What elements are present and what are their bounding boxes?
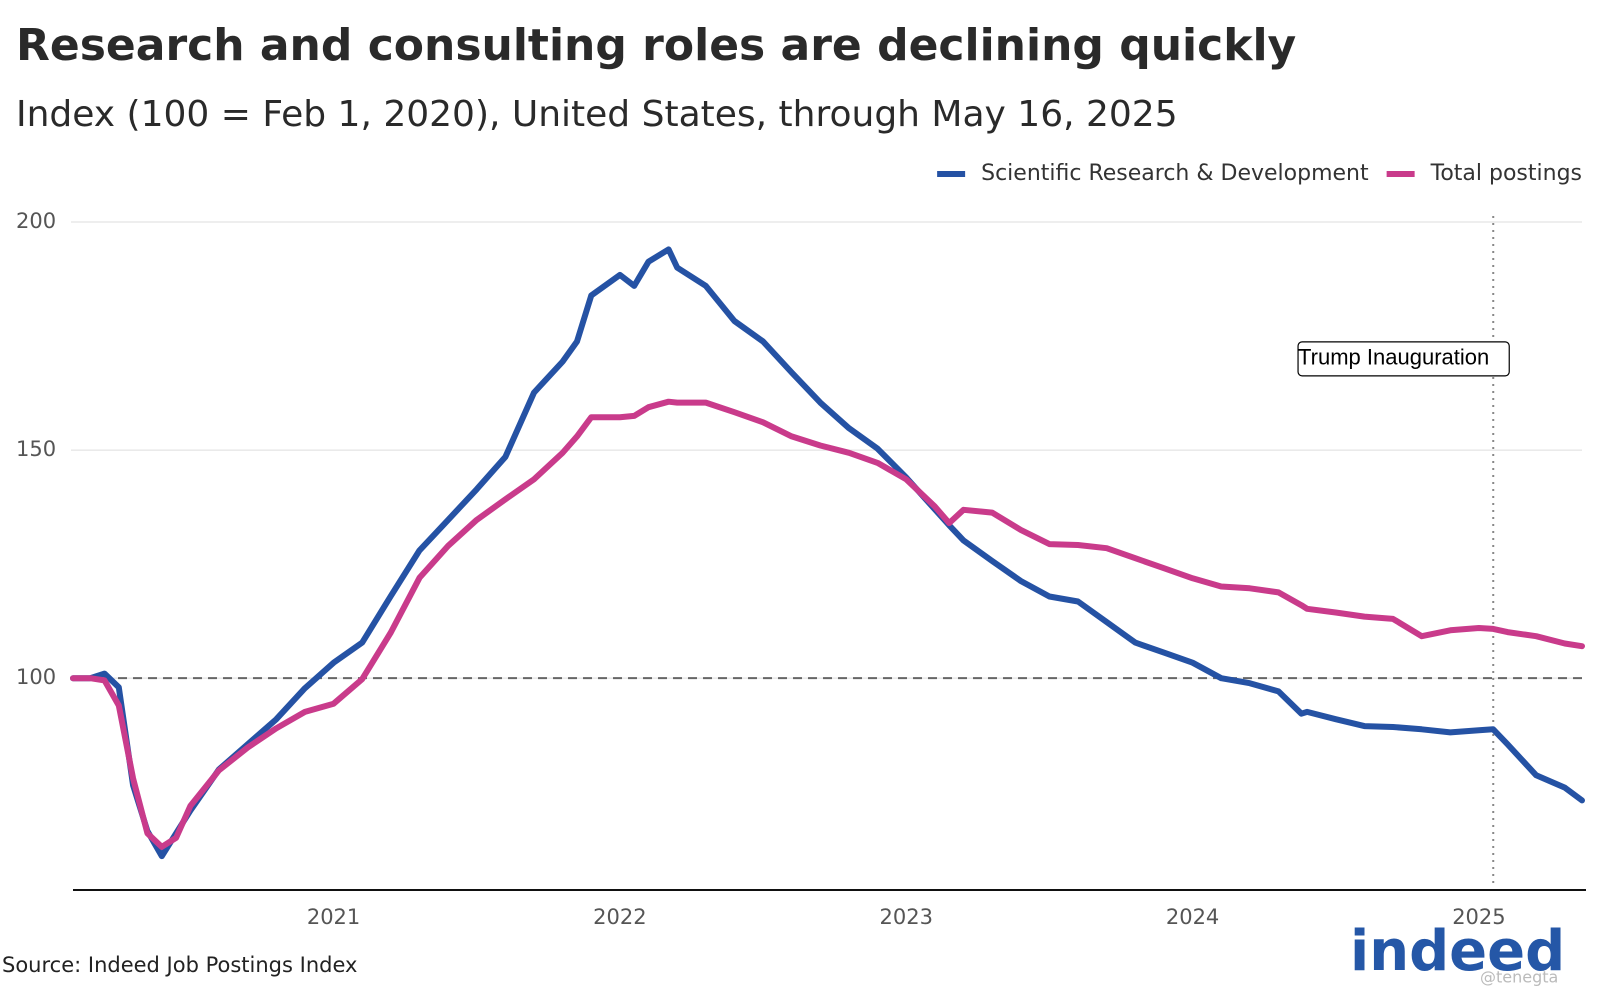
chart-title: Research and consulting roles are declin…: [16, 20, 1296, 71]
annotation-label: Trump Inauguration: [1298, 345, 1489, 370]
x-tick-label: 2023: [880, 905, 933, 929]
annotation-box: [1297, 341, 1510, 377]
y-tick-label: 200: [16, 209, 56, 233]
chart-subtitle: Index (100 = Feb 1, 2020), United States…: [16, 94, 1178, 135]
x-tick-label: 2025: [1452, 905, 1505, 929]
watermark: @tenegta: [1480, 968, 1558, 987]
x-tick-label: 2024: [1166, 905, 1219, 929]
legend-label: Scientific Research & Development: [981, 161, 1369, 186]
series-line: [70, 398, 1585, 850]
source: Source: Indeed Job Postings Index: [2, 953, 357, 977]
legend-label: Total postings: [1430, 161, 1582, 186]
y-tick-label: 100: [16, 665, 56, 689]
x-tick-label: 2022: [593, 905, 646, 929]
logo: indeed: [1350, 919, 1565, 984]
series-line: [70, 246, 1585, 860]
y-tick-label: 150: [16, 437, 56, 461]
x-tick-label: 2021: [307, 905, 360, 929]
